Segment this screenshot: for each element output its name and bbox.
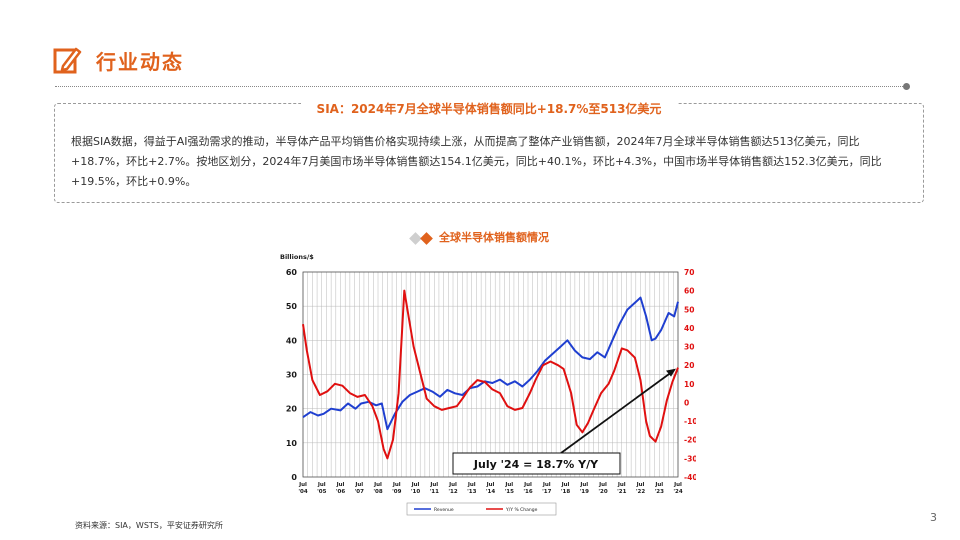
y-right-tick-label: 20: [684, 361, 694, 370]
x-tick-label: '24: [673, 489, 683, 495]
annotation-box: [452, 452, 621, 475]
annotation-text: July '24 = 18.7% Y/Y: [473, 458, 599, 471]
diamond-icon: [420, 231, 433, 245]
x-tick-label: Jul: [411, 482, 420, 488]
divider-dot: [903, 83, 910, 90]
y-left-tick-label: 0: [291, 473, 297, 482]
x-tick-label: Jul: [579, 482, 588, 488]
y-right-tick-label: 60: [684, 287, 694, 296]
x-tick-label: '05: [317, 489, 327, 495]
x-tick-label: Jul: [561, 482, 570, 488]
x-tick-label: '09: [392, 489, 402, 495]
x-tick-label: Jul: [636, 482, 645, 488]
x-tick-label: Jul: [617, 482, 626, 488]
annotation-arrow: [560, 371, 672, 454]
yoy-line: [302, 289, 679, 460]
x-tick-label: Jul: [373, 482, 382, 488]
x-tick-label: '22: [636, 489, 646, 495]
x-tick-label: Jul: [654, 482, 663, 488]
x-tick-label: Jul: [392, 482, 401, 488]
chart-heading-text: 全球半导体销售额情况: [439, 231, 549, 244]
y-right-tick-label: -30: [684, 454, 696, 463]
x-tick-label: Jul: [673, 482, 682, 488]
x-tick-label: Jul: [354, 482, 363, 488]
x-tick-label: Jul: [542, 482, 551, 488]
y-right-tick-label: 50: [684, 305, 694, 314]
x-tick-label: '17: [542, 489, 552, 495]
x-tick-label: '16: [523, 489, 533, 495]
x-tick-label: Jul: [486, 482, 495, 488]
y-left-tick-label: 60: [286, 268, 298, 277]
summary-text: 根据SIA数据，得益于AI强劲需求的推动，半导体产品平均销售价格实现持续上涨，从…: [71, 135, 882, 188]
x-tick-label: '14: [486, 489, 496, 495]
y-right-tick-label: 30: [684, 343, 694, 352]
section-header: 行业动态: [52, 42, 184, 78]
x-tick-label: '08: [373, 489, 383, 495]
revenue-line: [302, 296, 679, 431]
x-tick-label: '07: [355, 489, 365, 495]
y-right-tick-label: -40: [684, 473, 696, 482]
x-tick-label: '20: [598, 489, 608, 495]
y-left-tick-label: 30: [286, 371, 298, 380]
legend-box: [406, 502, 557, 516]
y-right-tick-label: 0: [684, 398, 689, 407]
x-tick-label: Jul: [598, 482, 607, 488]
x-tick-label: Jul: [336, 482, 345, 488]
edit-icon: [53, 47, 82, 74]
y-left-axis-label: Billions/$: [280, 253, 314, 261]
y-right-tick-label: 70: [684, 268, 694, 277]
x-tick-label: Jul: [504, 482, 513, 488]
chart-heading: 全球半导体销售额情况: [0, 229, 960, 245]
y-right-tick-label: -20: [684, 436, 696, 445]
summary-title: SIA：2024年7月全球半导体销售额同比+18.7%至513亿美元: [300, 100, 678, 117]
x-tick-label: '13: [467, 489, 477, 495]
y-left-tick-label: 40: [286, 336, 298, 345]
x-tick-label: Jul: [298, 482, 307, 488]
y-left-tick-label: 20: [286, 405, 298, 414]
x-tick-label: Jul: [448, 482, 457, 488]
x-tick-label: '06: [336, 489, 346, 495]
y-right-tick-label: -10: [684, 417, 696, 426]
x-tick-label: '15: [505, 489, 515, 495]
y-right-tick-label: 40: [684, 324, 694, 333]
x-tick-label: '04: [298, 489, 308, 495]
x-tick-label: '21: [617, 489, 627, 495]
x-tick-label: Jul: [429, 482, 438, 488]
legend-label-yoy: Y/Y % Change: [505, 507, 538, 513]
y-left-tick-label: 50: [286, 302, 298, 311]
legend-label-revenue: Revenue: [434, 507, 454, 513]
x-tick-label: '10: [411, 489, 421, 495]
x-tick-label: Jul: [467, 482, 476, 488]
x-tick-label: '19: [580, 489, 590, 495]
x-tick-label: Jul: [523, 482, 532, 488]
x-tick-label: '18: [561, 489, 571, 495]
x-tick-label: '11: [430, 489, 440, 495]
x-tick-label: '23: [655, 489, 665, 495]
plot-frame: [302, 271, 679, 478]
page-number: 3: [930, 511, 937, 524]
summary-box: SIA：2024年7月全球半导体销售额同比+18.7%至513亿美元 根据SIA…: [54, 100, 924, 203]
header-divider: [55, 86, 903, 87]
x-tick-label: Jul: [317, 482, 326, 488]
section-title: 行业动态: [96, 49, 184, 74]
annotation-arrowhead: [666, 368, 676, 377]
source-note: 资料来源：SIA，WSTS，平安证券研究所: [75, 521, 223, 530]
semiconductor-sales-chart: 0 10 20 30 40 50 60 Billions/$ -40 -30 -20 -10 0 10 20…: [280, 253, 696, 516]
x-tick-label: '12: [448, 489, 458, 495]
y-left-tick-label: 10: [286, 439, 298, 448]
y-right-tick-label: 10: [684, 380, 694, 389]
